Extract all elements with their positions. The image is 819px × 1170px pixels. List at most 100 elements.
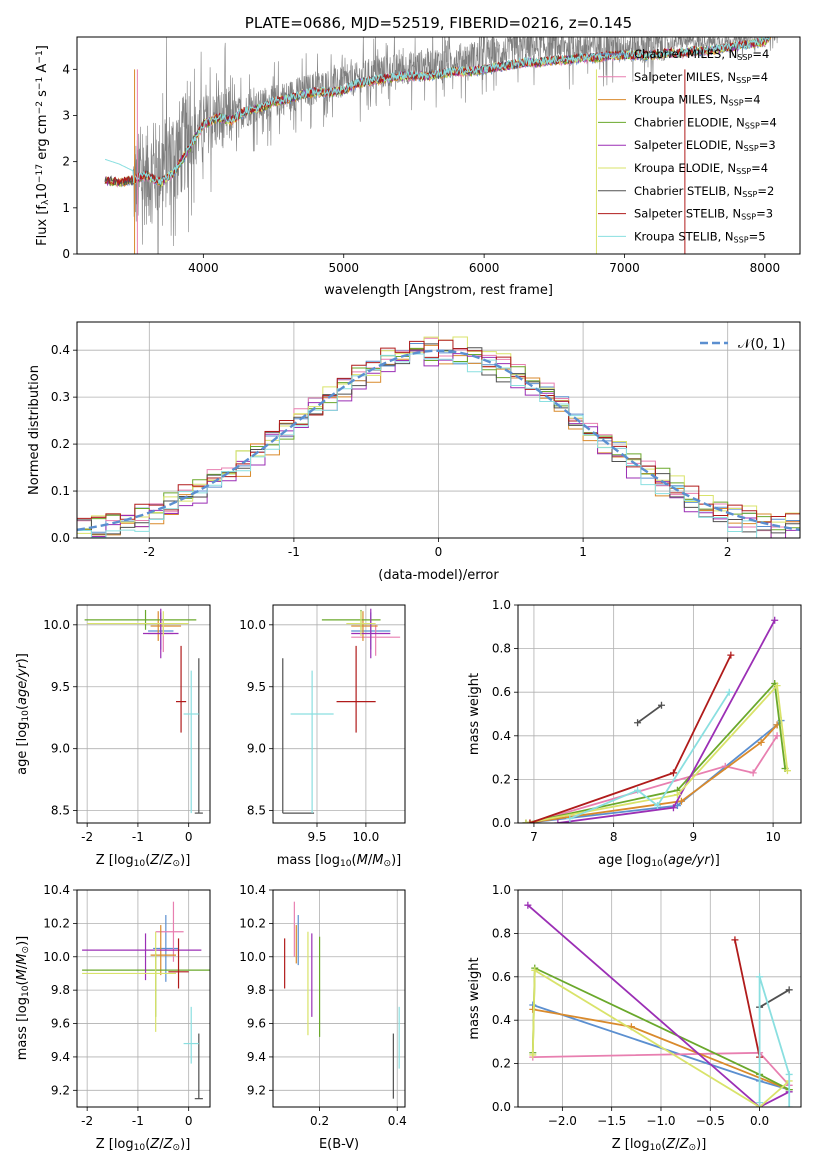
y-tick-label: 8.5 [51, 804, 70, 818]
x-tick-label: 1 [579, 545, 587, 559]
x-tick-label: 0 [435, 545, 443, 559]
x-tick-label: -1 [132, 1114, 144, 1128]
residual-histogram [77, 339, 800, 523]
series-line [531, 968, 790, 1107]
y-tick-label: 1.0 [492, 883, 511, 897]
y-tick-label: 10.2 [43, 916, 70, 930]
y-tick-label: 10.0 [239, 950, 266, 964]
y-tick-label: 0.2 [51, 437, 70, 451]
y-axis-label: Flux [fλ10−17 erg cm−2 s−1 A−1] [35, 45, 51, 246]
axes-frame [76, 36, 801, 255]
y-tick-label: 0.0 [51, 531, 70, 545]
series-line [525, 681, 786, 823]
x-tick-label: -1 [132, 830, 144, 844]
x-tick-label: 4000 [188, 261, 219, 275]
y-axis-label: age [log10(age/yr)] [15, 653, 31, 775]
histograms-group [77, 336, 800, 538]
series-marker [725, 688, 733, 696]
y-tick-label: 10.0 [43, 950, 70, 964]
x-tick-label: 9.5 [307, 830, 326, 844]
x-axis-label: mass [log10(M/M⊙)] [277, 853, 401, 869]
y-tick-label: 0.4 [492, 729, 511, 743]
error-bars-group [84, 608, 203, 814]
age-vs-metallicity-panel: -2 -1 0 8.5 9.0 9.5 10.0 Z [log10(Z/Z⊙)] age [lo… [15, 604, 211, 869]
legend-entry: Salpeter MILES, NSSP=4 [634, 70, 768, 85]
legend-entry: Kroupa ELODIE, NSSP=4 [634, 161, 768, 176]
axes-frame [517, 604, 802, 824]
y-tick-label: 0.8 [492, 642, 511, 656]
series-marker [731, 936, 739, 944]
y-axis-label: Normed distribution [27, 365, 42, 495]
series-line [527, 904, 790, 1107]
series-marker [756, 1099, 764, 1107]
series-marker [529, 1005, 537, 1013]
series-marker [757, 738, 765, 746]
x-tick-label: 0 [185, 830, 193, 844]
y-tick-label: 0.4 [51, 343, 70, 357]
x-tick-label: -1 [288, 545, 300, 559]
y-tick-label: 9.2 [51, 1083, 70, 1097]
x-tick-label: 8 [610, 830, 618, 844]
normal-distribution-curve [77, 349, 800, 531]
age-vs-mass-panel: 9.5 10.0 8.5 9.0 9.5 10.0 mass [log10(M/M⊙)] [239, 604, 406, 869]
y-tick-label: 9.5 [51, 680, 70, 694]
series-marker [566, 815, 574, 823]
series-marker [727, 651, 735, 659]
x-axis-label: Z [log10(Z/Z⊙)] [96, 853, 191, 869]
x-axis-label: (data-model)/error [378, 568, 499, 583]
series-group [522, 616, 791, 823]
x-tick-label: 9 [690, 830, 698, 844]
x-tick-label: 10.0 [353, 830, 380, 844]
weight-vs-age-panel: 7 8 9 10 0.0 0.2 0.4 0.6 0.8 1.0 mass weight age [l… [467, 598, 802, 869]
y-tick-label: 0 [62, 247, 70, 261]
series-marker [677, 797, 685, 805]
y-tick-label: 9.8 [51, 983, 70, 997]
y-tick-label: 2 [62, 155, 70, 169]
y-tick-label: 9.6 [51, 1017, 70, 1031]
y-tick-label: 0.3 [51, 390, 70, 404]
series-marker [634, 786, 642, 794]
series-marker [785, 1070, 793, 1078]
x-tick-label: 7000 [609, 261, 640, 275]
y-tick-label: 1 [62, 201, 70, 215]
series-line [759, 989, 790, 1008]
weight-vs-metallicity-panel: −2.0 −1.5 −1.0 −0.5 0.0 0.0 0.2 0.4 0.6 0.8 1.0 mas… [467, 883, 802, 1153]
y-tick-label: 9.8 [247, 983, 266, 997]
residual-histogram [77, 350, 800, 538]
y-axis-label: mass weight [467, 673, 482, 755]
axes-frame [272, 889, 406, 1108]
residual-histogram [77, 336, 800, 534]
model-spectrum-line [104, 37, 771, 187]
series-marker [524, 901, 532, 909]
x-tick-label: −1.0 [646, 1114, 675, 1128]
series-marker [785, 986, 793, 994]
x-tick-label: -2 [81, 830, 93, 844]
error-bars-group [82, 901, 210, 1100]
y-tick-label: 0.6 [492, 685, 511, 699]
legend-entry: Kroupa MILES, NSSP=4 [634, 93, 761, 108]
legend-entry: Salpeter ELODIE, NSSP=3 [634, 138, 776, 153]
y-tick-label: 3 [62, 108, 70, 122]
series-marker [522, 819, 530, 823]
legend-entry: Chabrier ELODIE, NSSP=4 [634, 115, 777, 130]
y-tick-label: 10.0 [43, 618, 70, 632]
legend-entry: 𝒩(0, 1) [738, 337, 785, 352]
y-tick-label: 0.2 [492, 772, 511, 786]
series-marker [529, 1051, 537, 1059]
series-line [525, 724, 778, 823]
series-marker [526, 819, 534, 823]
series-marker [783, 767, 791, 775]
series-marker [773, 732, 781, 740]
legend-entry: Chabrier MILES, NSSP=4 [634, 47, 769, 62]
y-tick-label: 9.2 [247, 1083, 266, 1097]
axes-frame [272, 604, 406, 824]
spectrum-legend: Chabrier MILES, NSSP=4 Salpeter MILES, NS… [598, 47, 777, 244]
legend-entry: Kroupa STELIB, NSSP=5 [634, 229, 766, 244]
x-tick-label: −0.5 [696, 1114, 725, 1128]
y-tick-label: 10.4 [239, 883, 266, 897]
y-tick-label: 1.0 [492, 598, 511, 612]
series-line [525, 683, 789, 823]
axes-frame [76, 889, 211, 1108]
error-bars-group [282, 608, 401, 814]
